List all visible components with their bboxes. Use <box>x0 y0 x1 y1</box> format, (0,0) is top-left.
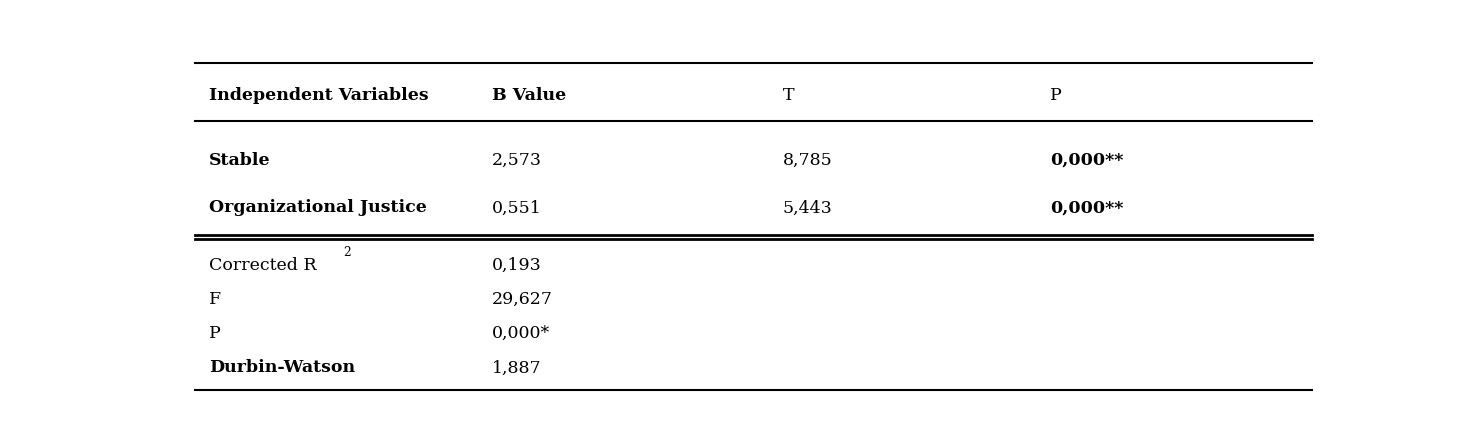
Text: B Value: B Value <box>491 87 566 104</box>
Text: 2,573: 2,573 <box>491 152 541 169</box>
Text: P: P <box>209 325 221 342</box>
Text: 0,193: 0,193 <box>491 257 541 274</box>
Text: Independent Variables: Independent Variables <box>209 87 428 104</box>
Text: F: F <box>209 291 221 308</box>
Text: 8,785: 8,785 <box>783 152 833 169</box>
Text: Durbin-Watson: Durbin-Watson <box>209 359 355 376</box>
Text: Organizational Justice: Organizational Justice <box>209 199 427 217</box>
Text: 5,443: 5,443 <box>783 199 833 217</box>
Text: 0,000**: 0,000** <box>1050 199 1124 217</box>
Text: P: P <box>1050 87 1062 104</box>
Text: 0,551: 0,551 <box>491 199 541 217</box>
Text: 0,000*: 0,000* <box>491 325 550 342</box>
Text: T: T <box>783 87 794 104</box>
Text: 2: 2 <box>343 246 352 259</box>
Text: Corrected R: Corrected R <box>209 257 316 274</box>
Text: 29,627: 29,627 <box>491 291 553 308</box>
Text: Stable: Stable <box>209 152 271 169</box>
Text: 1,887: 1,887 <box>491 359 541 376</box>
Text: 0,000**: 0,000** <box>1050 152 1124 169</box>
